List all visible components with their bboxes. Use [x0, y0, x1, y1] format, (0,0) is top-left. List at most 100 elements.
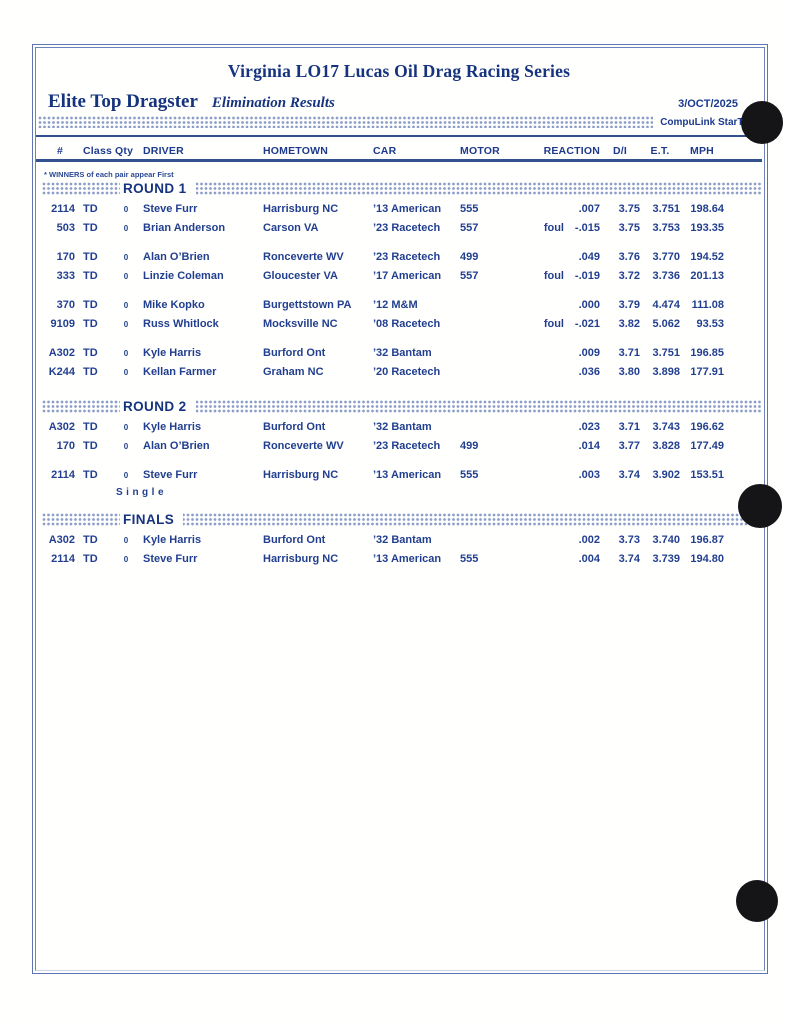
cell-num: 9109: [50, 317, 75, 330]
section-title: FINALS: [120, 511, 184, 528]
cell-mph: 201.13: [690, 269, 724, 282]
cell-et: 3.736: [652, 269, 680, 282]
cell-reaction: .000: [578, 298, 600, 311]
cell-et: 3.751: [652, 202, 680, 215]
cell-car: ’23 Racetech: [373, 439, 441, 452]
cell-hometown: Harrisburg NC: [263, 552, 339, 565]
cell-motor: 499: [460, 439, 479, 452]
cell-cls: TD: [83, 202, 98, 215]
cell-di: 3.82: [618, 317, 640, 330]
section-band: ROUND 2: [42, 398, 762, 415]
result-row: A302 TD 0 Kyle Harris Burford Ont ’32 Bantam.…: [42, 347, 762, 366]
cell-hometown: Burford Ont: [263, 533, 326, 546]
cell-mph: 196.85: [690, 346, 724, 359]
cell-mph: 196.87: [690, 533, 724, 546]
result-pair: 170 TD 0 Alan O’Brien Ronceverte WV ’23 Racet…: [42, 251, 762, 289]
cell-hometown: Graham NC: [263, 365, 324, 378]
cell-di: 3.75: [618, 221, 640, 234]
cell-car: ’13 American: [373, 468, 442, 481]
cell-cls: TD: [83, 439, 98, 452]
cell-qty: 0: [123, 554, 129, 564]
cell-qty: 0: [123, 223, 129, 233]
cell-qty: 0: [123, 319, 129, 329]
column-header-reaction: REACTION: [543, 145, 600, 157]
cell-hometown: Gloucester VA: [263, 269, 338, 282]
cell-di: 3.74: [618, 552, 640, 565]
cell-reaction: .049: [578, 250, 600, 263]
cell-driver: Steve Furr: [143, 468, 198, 481]
result-row: K244 TD 0 Kellan Farmer Graham NC ’20 Racetec…: [42, 366, 762, 385]
cell-reaction: .036: [578, 365, 600, 378]
cell-num: 2114: [51, 552, 75, 565]
header-halftone-row: CompuLink StarTrak: [38, 116, 760, 128]
cell-car: ’32 Bantam: [373, 420, 432, 433]
cell-qty: 0: [123, 252, 129, 262]
result-row: 2114 TD 0 Steve Furr Harrisburg NC ’13 Americ…: [42, 469, 762, 488]
cell-driver: Kellan Farmer: [143, 365, 217, 378]
cell-cls: TD: [83, 317, 98, 330]
cell-car: ’17 American: [373, 269, 442, 282]
cell-mph: 177.49: [690, 439, 724, 452]
result-pair: A302 TD 0 Kyle Harris Burford Ont ’32 Bantam.…: [42, 421, 762, 459]
cell-reaction: .002: [578, 533, 600, 546]
cell-mph: 177.91: [690, 365, 724, 378]
cell-driver: Kyle Harris: [143, 533, 202, 546]
cell-driver: Mike Kopko: [143, 298, 205, 311]
cell-di: 3.79: [618, 298, 640, 311]
cell-num: 2114: [51, 468, 75, 481]
winners-note: * WINNERS of each pair appear First: [44, 169, 174, 179]
cell-et: 3.739: [652, 552, 680, 565]
cell-motor: 557: [460, 221, 479, 234]
section-band: ROUND 1: [42, 180, 762, 197]
column-header-: #: [56, 145, 64, 157]
cell-hometown: Ronceverte WV: [263, 250, 344, 263]
page-title: Virginia LO17 Lucas Oil Drag Racing Seri…: [227, 61, 571, 81]
cell-qty: 0: [123, 348, 129, 358]
column-header-driver: DRIVER: [143, 145, 184, 157]
cell-motor: 555: [460, 552, 479, 565]
cell-driver: Steve Furr: [143, 552, 198, 565]
cell-di: 3.71: [618, 420, 640, 433]
cell-driver: Russ Whitlock: [143, 317, 219, 330]
cell-reaction: .003: [578, 468, 600, 481]
cell-mph: 111.08: [691, 298, 724, 311]
punch-hole-middle: [738, 484, 782, 528]
cell-mph: 198.64: [690, 202, 724, 215]
cell-di: 3.77: [618, 439, 640, 452]
column-header-et: E.T.: [650, 145, 670, 157]
results-sections: ROUND 1 2114 TD 0 Steve Furr Harrisburg NC ’13…: [42, 180, 762, 572]
cell-mph: 153.51: [690, 468, 724, 481]
result-row: 9109 TD 0 Russ Whitlock Mocksville NC ’08 Rac…: [42, 318, 762, 337]
cell-hometown: Harrisburg NC: [263, 468, 339, 481]
cell-cls: TD: [83, 346, 98, 359]
cell-cls: TD: [83, 552, 98, 565]
result-pair: 2114 TD 0 Steve Furr Harrisburg NC ’13 Americ…: [42, 203, 762, 241]
cell-di: 3.71: [618, 346, 640, 359]
cell-reaction: .009: [578, 346, 600, 359]
cell-foul: foul: [543, 221, 564, 234]
column-header-class: Class: [83, 145, 113, 157]
cell-et: 3.753: [652, 221, 680, 234]
cell-num: 333: [56, 269, 75, 282]
cell-driver: Linzie Coleman: [143, 269, 224, 282]
cell-car: ’20 Racetech: [373, 365, 441, 378]
cell-qty: 0: [123, 470, 129, 480]
cell-hometown: Burford Ont: [263, 420, 326, 433]
single-bye-note: Single: [116, 486, 168, 498]
cell-et: 3.751: [652, 346, 680, 359]
cell-et: 3.898: [652, 365, 680, 378]
cell-et: 3.770: [652, 250, 680, 263]
section-band: FINALS: [42, 511, 762, 528]
cell-car: ’23 Racetech: [373, 250, 441, 263]
column-header-qty: Qty: [115, 145, 134, 157]
cell-di: 3.72: [618, 269, 640, 282]
cell-di: 3.73: [618, 533, 640, 546]
halftone-band: [38, 116, 654, 128]
cell-hometown: Harrisburg NC: [263, 202, 339, 215]
cell-mph: 193.35: [690, 221, 724, 234]
column-header-motor: MOTOR: [460, 145, 500, 157]
cell-num: 2114: [51, 202, 75, 215]
cell-cls: TD: [83, 420, 98, 433]
cell-car: ’13 American: [373, 202, 442, 215]
cell-et: 3.902: [652, 468, 680, 481]
